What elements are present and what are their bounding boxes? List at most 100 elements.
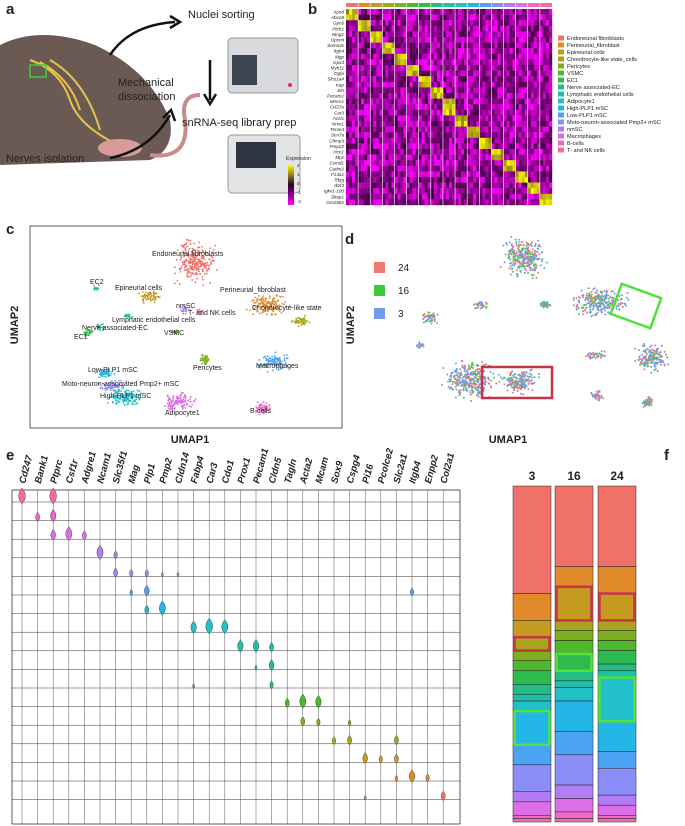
cell-point xyxy=(174,272,176,275)
heatmap-cell xyxy=(445,98,450,105)
heatmap-cell xyxy=(449,149,453,155)
cell-point xyxy=(204,363,207,365)
heatmap-cell xyxy=(488,171,492,178)
cell-point xyxy=(193,267,196,270)
heatmap-cell xyxy=(412,93,416,99)
heatmap-cell xyxy=(412,14,416,21)
heatmap-cell xyxy=(488,193,492,200)
heatmap-cell xyxy=(427,188,432,194)
heatmap-cell xyxy=(467,42,471,49)
heatmap-cell xyxy=(500,70,504,77)
heatmap-cell xyxy=(512,31,516,38)
heatmap-cell xyxy=(485,98,489,105)
heatmap-cell xyxy=(382,149,386,155)
cell-point xyxy=(544,302,547,305)
heatmap-cell xyxy=(385,87,389,94)
heatmap-cell xyxy=(406,37,410,43)
heatmap-cell xyxy=(391,104,395,110)
heatmap-cell xyxy=(382,48,386,54)
heatmap-cell xyxy=(500,76,504,82)
cell-point xyxy=(483,370,486,373)
cell-point xyxy=(186,403,188,406)
cell-point xyxy=(265,358,268,360)
legend-label: T- and NK cells xyxy=(567,148,605,154)
heatmap-cell xyxy=(427,137,432,144)
heatmap-cell xyxy=(367,165,371,172)
cell-point xyxy=(120,395,123,397)
heatmap-cell xyxy=(373,14,377,21)
heatmap-cell xyxy=(500,81,504,88)
gene-label: Pecam1 xyxy=(327,93,344,98)
heatmap-cell xyxy=(491,132,495,138)
cell-point xyxy=(103,373,106,375)
heatmap-cell xyxy=(352,48,356,54)
heatmap-cell xyxy=(367,115,371,122)
heatmap-cell xyxy=(509,31,513,38)
cell-point xyxy=(473,371,476,374)
cell-point xyxy=(274,357,277,359)
heatmap-cell xyxy=(373,59,377,66)
cell-point xyxy=(624,304,627,307)
heatmap-cell xyxy=(461,53,465,60)
cell-point xyxy=(595,298,598,301)
heatmap-cell xyxy=(355,109,359,116)
cell-point xyxy=(474,376,477,379)
heatmap-cell xyxy=(479,98,483,105)
heatmap-cell xyxy=(464,104,468,110)
heatmap-cell xyxy=(521,154,525,161)
heatmap-cell xyxy=(400,48,404,54)
heatmap-cell xyxy=(533,137,538,144)
heatmap-cell xyxy=(479,149,483,155)
heatmap-cell xyxy=(385,59,389,66)
cell-point xyxy=(187,399,190,402)
legend-label: Nerve associated-EC xyxy=(567,85,620,91)
cell-point xyxy=(143,293,146,296)
heatmap-cell xyxy=(412,182,416,189)
heatmap-cell xyxy=(533,199,538,206)
cell-point xyxy=(182,312,185,315)
heatmap-cell xyxy=(391,193,395,200)
cell-point xyxy=(572,298,575,301)
heatmap-cell xyxy=(458,193,462,200)
heatmap-cell xyxy=(458,160,462,166)
cell-point xyxy=(592,351,595,354)
cell-point xyxy=(530,242,533,245)
cell-point xyxy=(304,321,307,324)
heatmap-cell xyxy=(467,37,471,43)
cell-point xyxy=(602,295,605,298)
heatmap-cell xyxy=(424,9,428,15)
heatmap-cell xyxy=(403,76,407,82)
heatmap-cell xyxy=(455,126,459,133)
cell-point xyxy=(637,358,640,361)
heatmap-cell xyxy=(476,9,480,15)
heatmap-cell xyxy=(464,98,468,105)
heatmap-cell xyxy=(470,126,474,133)
heatmap-cell xyxy=(364,165,368,172)
cell-point xyxy=(185,242,188,244)
heatmap-cell xyxy=(415,193,419,200)
heatmap-cell xyxy=(503,126,507,133)
cell-point xyxy=(483,386,486,389)
heatmap-cell xyxy=(542,104,547,110)
heatmap-cell xyxy=(491,48,495,54)
heatmap-cell xyxy=(433,20,438,26)
cell-point xyxy=(206,252,209,254)
heatmap-cell xyxy=(361,98,365,105)
heatmap-cell xyxy=(500,98,504,105)
heatmap-cell xyxy=(436,65,441,71)
heatmap-cell xyxy=(506,115,510,122)
heatmap-cell xyxy=(485,59,489,66)
cell-point xyxy=(658,361,661,364)
cluster-strip xyxy=(503,3,516,7)
cell-point xyxy=(100,324,102,326)
heatmap-cell xyxy=(527,31,531,38)
cell-point xyxy=(523,258,526,261)
heatmap-cell xyxy=(379,182,383,189)
heatmap-cell xyxy=(482,143,486,150)
heatmap-cell xyxy=(421,9,425,15)
heatmap-cell xyxy=(500,165,504,172)
heatmap-cell xyxy=(548,171,553,178)
heatmap-cell xyxy=(385,160,389,166)
cell-point xyxy=(116,396,119,399)
heatmap-cell xyxy=(515,121,519,127)
